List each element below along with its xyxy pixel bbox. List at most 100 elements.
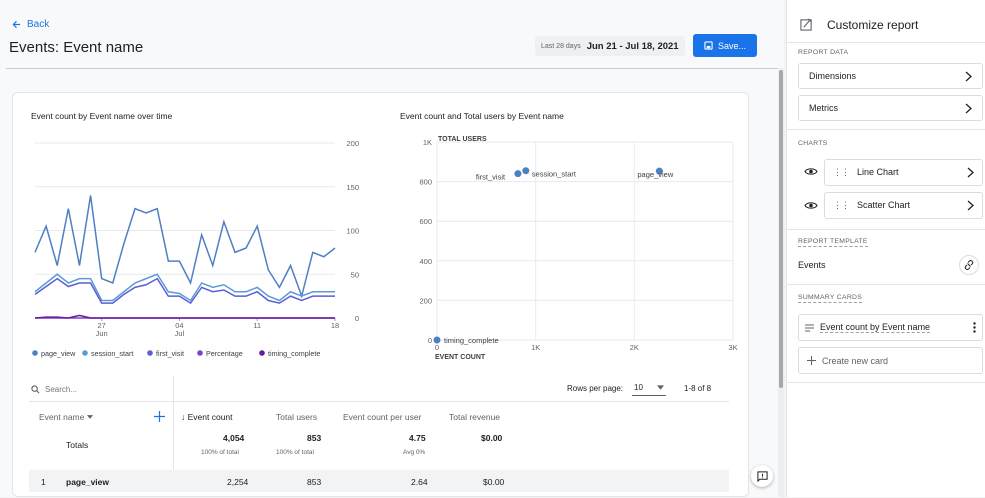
y-tick-label: 200	[346, 139, 359, 148]
point-label: session_start	[532, 170, 577, 179]
panel-divider	[787, 42, 985, 43]
series-line-page-view	[34, 195, 336, 299]
save-button[interactable]: Save...	[693, 34, 757, 57]
save-label: Save...	[717, 40, 746, 51]
total-users-sub: 100% of total	[276, 449, 314, 456]
column-header-event-count[interactable]: ↓ Event count	[181, 412, 233, 422]
line-chart-label: Line Chart	[857, 167, 899, 177]
row-total-users: 853	[307, 477, 322, 487]
rows-per-page-label: Rows per page:	[567, 384, 624, 393]
scatter-point	[433, 336, 441, 344]
scrollbar-thumb[interactable]	[779, 70, 783, 388]
x-tick-label: 18	[331, 321, 339, 330]
page-title: Events: Event name	[9, 39, 144, 56]
total-event-count-sub: 100% of total	[201, 449, 239, 456]
table-toolbar: Rows per page: 10 1-8 of 8	[29, 376, 729, 402]
search-icon	[31, 385, 40, 394]
legend-label: session_start	[91, 349, 133, 358]
legend-marker	[259, 350, 265, 356]
column-header-event-count-label: Event count	[187, 412, 233, 422]
pagination-label: 1-8 of 8	[684, 384, 712, 393]
back-link[interactable]: Back	[12, 19, 49, 30]
panel-divider	[787, 229, 985, 230]
y-tick-label: 0	[355, 314, 359, 323]
scatter-chart-item[interactable]: ⋮⋮ Scatter Chart	[824, 192, 983, 219]
scatter-point	[514, 170, 522, 178]
report-template-label: REPORT TEMPLATE	[798, 238, 868, 247]
legend-label: first_visit	[156, 349, 184, 358]
column-header-event-count-per-user[interactable]: Event count per user	[343, 412, 422, 422]
arrow-left-icon	[12, 20, 21, 29]
x-axis-label: EVENT COUNT	[435, 354, 486, 361]
row-event-name: page_view	[66, 477, 109, 487]
charts-label: CHARTS	[798, 140, 828, 147]
scatter-point	[655, 167, 663, 175]
unlink-template-button[interactable]	[959, 255, 979, 275]
scatter-chart-label: Scatter Chart	[857, 200, 911, 210]
y-tick-label: 800	[419, 178, 432, 187]
row-event-count: 2,254	[227, 477, 249, 487]
y-axis-label: TOTAL USERS	[438, 136, 487, 143]
y-tick-label: 1K	[423, 138, 432, 147]
eye-icon[interactable]	[804, 167, 818, 176]
column-header-total-revenue[interactable]: Total revenue	[449, 412, 501, 422]
y-tick-label: 200	[419, 296, 432, 305]
search-input[interactable]	[45, 382, 155, 396]
legend-marker	[82, 350, 88, 356]
row-event-count-per-user: 2.64	[411, 477, 428, 487]
add-dimension-icon[interactable]	[154, 411, 165, 422]
summary-cards-label: SUMMARY CARDS	[798, 294, 863, 303]
y-tick-label: 400	[419, 257, 432, 266]
table-row[interactable]: 1 page_view 2,254 853 2.64 $0.00	[29, 470, 729, 492]
panel-divider	[787, 382, 985, 383]
point-label: page_view	[637, 170, 673, 179]
x-tick-label: 27	[97, 321, 105, 330]
x-tick-label: 1K	[531, 343, 540, 352]
header-divider	[6, 68, 779, 69]
drag-handle-icon[interactable]: ⋮⋮	[833, 200, 850, 210]
total-event-count: 4,054	[223, 433, 245, 443]
summary-card-item[interactable]: Event count by Event name	[798, 314, 983, 341]
scatter-chart: 0 200 400 600 800 1K 0 1K 2K 3K TOTAL USERS EVENT C…	[419, 136, 737, 361]
customize-report-panel: Customize report REPORT DATA Dimensions …	[786, 0, 985, 497]
rows-per-page-value: 10	[634, 383, 643, 392]
report-data-label: REPORT DATA	[798, 49, 849, 56]
drag-handle-icon[interactable]: ⋮⋮	[833, 167, 850, 177]
feedback-button[interactable]	[751, 465, 773, 487]
data-table: Rows per page: 10 1-8 of 8 Event name ↓ …	[29, 376, 729, 498]
series-line-timing-complete	[34, 314, 335, 319]
totals-label: Totals	[66, 440, 89, 450]
point-label: first_visit	[476, 173, 506, 182]
y-tick-label: 600	[419, 217, 432, 226]
metrics-label: Metrics	[809, 103, 838, 113]
caret-down-icon	[87, 415, 94, 419]
feedback-icon	[756, 470, 768, 482]
back-label: Back	[27, 19, 50, 30]
scatter-chart-title: Event count and Total users by Event nam…	[400, 111, 564, 121]
create-card-button[interactable]: Create new card	[798, 347, 983, 374]
rows-per-page-select[interactable]: 10	[632, 380, 666, 396]
dimension-header[interactable]: Event name	[39, 412, 94, 422]
legend-label: page_view	[41, 349, 76, 358]
column-header-total-users[interactable]: Total users	[276, 412, 318, 422]
point-label: timing_complete	[444, 336, 499, 345]
dimension-header-label: Event name	[39, 412, 85, 422]
row-index: 1	[41, 477, 46, 487]
x-tick-month-label: Jun	[96, 329, 108, 338]
line-chart-item[interactable]: ⋮⋮ Line Chart	[824, 159, 983, 186]
dimensions-button[interactable]: Dimensions	[798, 63, 983, 89]
legend-marker	[197, 350, 203, 356]
caret-down-icon	[657, 385, 664, 390]
metrics-button[interactable]: Metrics	[798, 95, 983, 121]
x-tick-label: 0	[435, 343, 439, 352]
date-range-picker[interactable]: Last 28 days Jun 21 - Jul 18, 2021	[535, 36, 685, 56]
chevron-right-icon	[965, 71, 972, 81]
chevron-right-icon	[967, 200, 974, 211]
series-line-first-visit	[34, 277, 335, 305]
x-tick-label: 2K	[630, 343, 639, 352]
x-tick-label: 3K	[728, 343, 737, 352]
more-vert-icon[interactable]	[973, 322, 976, 333]
eye-icon[interactable]	[804, 201, 818, 210]
x-tick-label: 04	[175, 321, 183, 330]
